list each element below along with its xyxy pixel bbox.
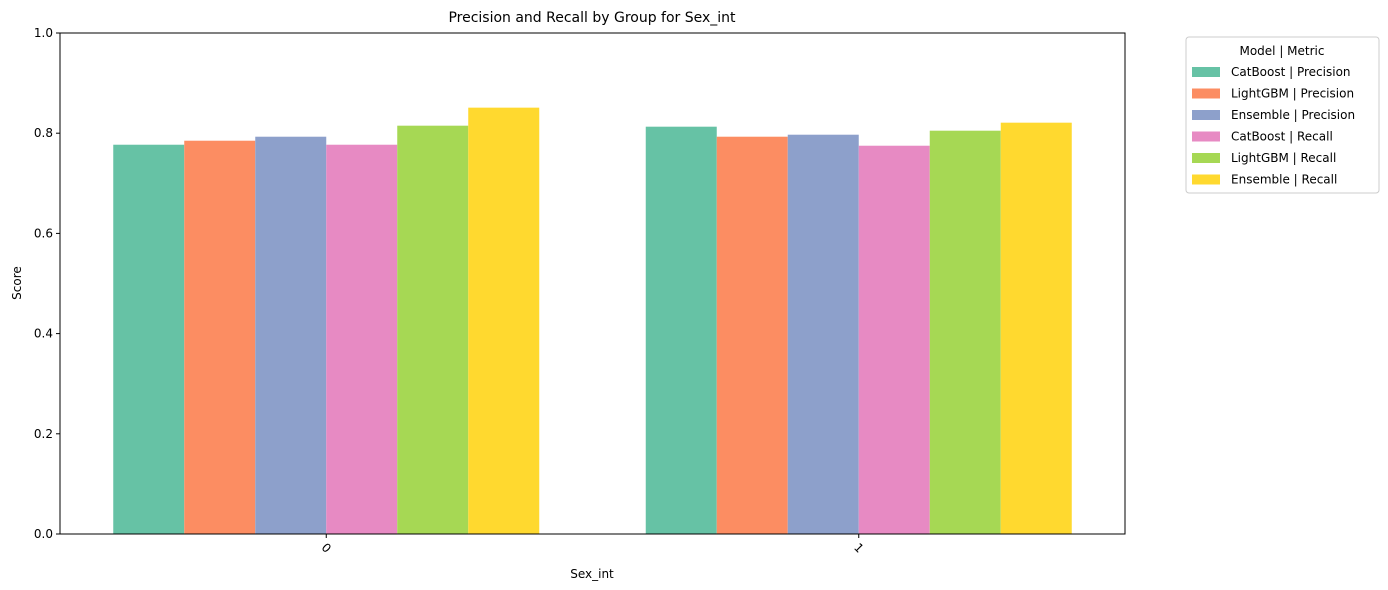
bar <box>326 144 398 534</box>
legend-entry: CatBoost | Precision <box>1231 65 1351 79</box>
bar <box>468 107 540 535</box>
legend-frame <box>1185 36 1380 194</box>
legend-entry: LightGBM | Precision <box>1231 87 1354 101</box>
x-axis-label: Sex_int <box>570 567 614 581</box>
bar <box>255 136 327 534</box>
y-tick-label: 1.0 <box>34 26 53 40</box>
x-tick-label: 0 <box>319 540 334 555</box>
legend-entry: LightGBM | Recall <box>1231 151 1336 165</box>
legend-swatch <box>1192 88 1220 99</box>
y-tick-label: 0.0 <box>34 527 53 541</box>
legend-entry: Ensemble | Recall <box>1231 173 1337 187</box>
bar <box>929 130 1001 534</box>
legend-swatch <box>1192 110 1220 120</box>
bar <box>787 134 859 534</box>
bar <box>858 145 930 534</box>
legend-swatch <box>1192 153 1220 163</box>
legend-entry: Ensemble | Precision <box>1231 108 1355 122</box>
x-tick-label: 1 <box>851 540 866 555</box>
bar <box>113 144 185 534</box>
chart-title: Precision and Recall by Group for Sex_in… <box>448 10 736 26</box>
bar <box>397 125 469 534</box>
bar <box>645 126 717 534</box>
y-tick-label: 0.4 <box>34 327 53 341</box>
bar <box>1000 122 1072 534</box>
plot-frame <box>59 32 1126 535</box>
legend-swatch <box>1192 131 1220 142</box>
y-tick-label: 0.8 <box>34 126 53 140</box>
legend-swatch <box>1192 174 1220 185</box>
legend-entry: CatBoost | Recall <box>1231 130 1333 144</box>
plot-area <box>113 107 1072 535</box>
bar <box>184 140 256 534</box>
legend-swatch <box>1192 67 1220 77</box>
bar <box>716 136 788 534</box>
legend: Model | Metric CatBoost | Precision Light… <box>1185 36 1380 194</box>
y-tick-label: 0.2 <box>34 427 53 441</box>
y-axis-label: Score <box>10 266 24 300</box>
legend-title: Model | Metric <box>1239 44 1324 58</box>
y-tick-label: 0.6 <box>34 226 53 240</box>
